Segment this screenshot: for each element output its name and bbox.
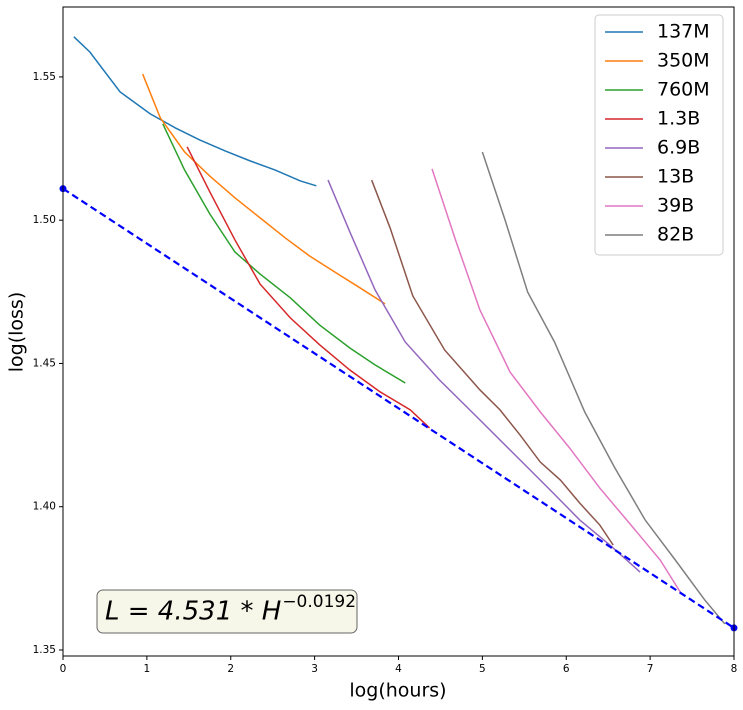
x-tick-label: 8 — [731, 663, 738, 675]
legend-label: 350M — [657, 50, 710, 72]
axes-frame — [62, 6, 735, 657]
x-tick-label: 4 — [395, 663, 402, 675]
y-tick-label: 1.55 — [33, 71, 56, 83]
legend-label: 760M — [657, 79, 710, 101]
x-tick-label: 6 — [563, 663, 570, 675]
x-tick-label: 0 — [60, 663, 67, 675]
series-line — [141, 73, 386, 305]
legend-label: 13B — [657, 166, 694, 188]
annotation-box — [96, 589, 358, 634]
legend-label: 82B — [657, 224, 694, 246]
x-tick-label: 3 — [311, 663, 318, 675]
legend-label: 6.9B — [657, 137, 700, 159]
x-tick-label: 1 — [144, 663, 151, 675]
series-line — [327, 179, 641, 573]
y-tick-label: 1.45 — [33, 357, 56, 369]
series-line — [73, 36, 317, 187]
fit-line — [63, 187, 734, 629]
y-axis-label: log(loss) — [6, 292, 28, 373]
annotation: L = 4.531 * H — [105, 597, 281, 627]
series-line — [162, 123, 406, 384]
x-tick-label: 7 — [647, 663, 654, 675]
series-line — [186, 146, 431, 429]
y-tick-label: 1.40 — [33, 501, 56, 513]
legend-label: 39B — [657, 195, 694, 217]
legend-box — [594, 14, 724, 256]
y-tick-label: 1.50 — [33, 214, 56, 226]
series-line — [481, 151, 726, 625]
series-line — [431, 168, 681, 593]
series-line — [370, 179, 614, 546]
x-tick-label: 5 — [479, 663, 486, 675]
x-tick-label: 2 — [227, 663, 234, 675]
y-tick-label: 1.35 — [33, 644, 56, 656]
legend-label: 137M — [657, 21, 710, 43]
legend-label: 1.3B — [657, 108, 700, 130]
x-axis-label: log(hours) — [349, 680, 446, 702]
plot-area — [63, 36, 734, 629]
annotation-exponent: −0.0192 — [282, 592, 356, 612]
